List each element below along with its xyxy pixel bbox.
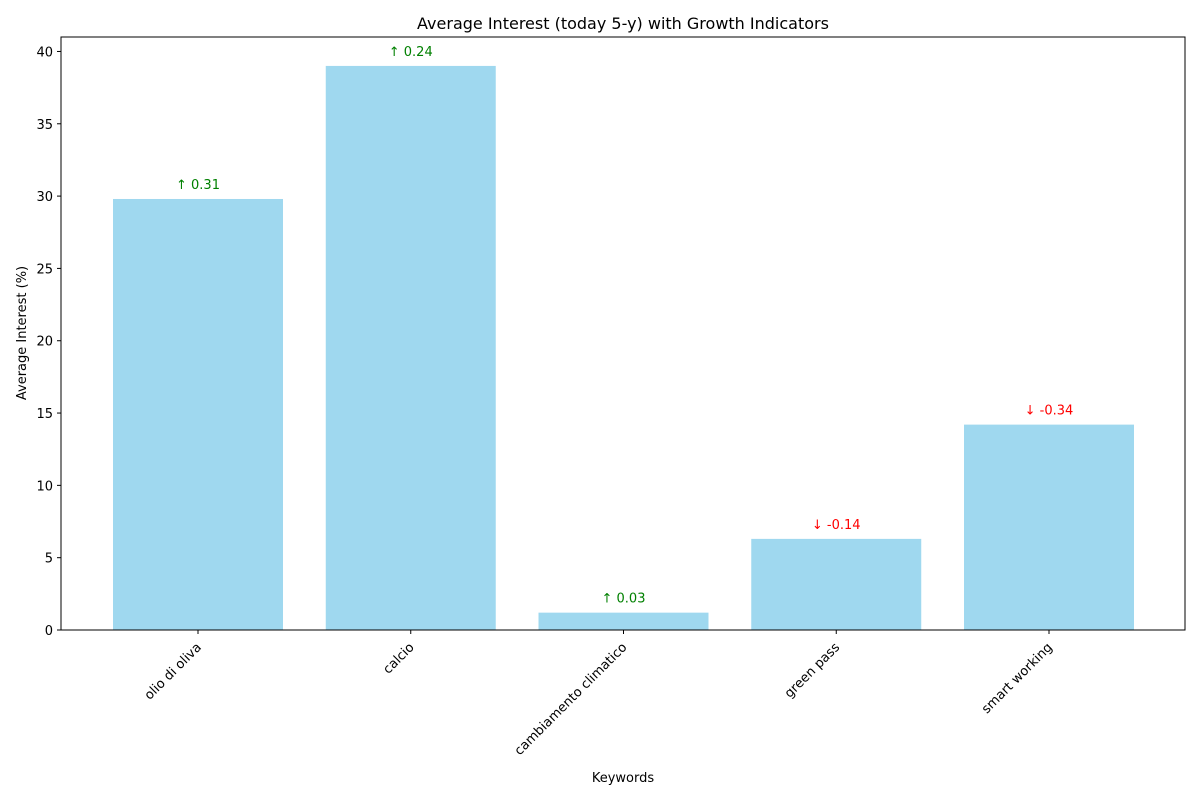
- x-tick-label: cambiamento climatico: [512, 640, 630, 758]
- y-tick-label: 15: [36, 407, 53, 422]
- chart-title: Average Interest (today 5-y) with Growth…: [417, 14, 829, 33]
- growth-label: ↓ -0.34: [1025, 404, 1074, 419]
- x-tick-label: olio di oliva: [142, 640, 205, 703]
- y-axis-ticks: 0 5 10 15 20 25 30 35 40: [36, 45, 61, 639]
- x-tick-label: smart working: [979, 640, 1056, 717]
- growth-label: ↓ -0.14: [812, 518, 861, 533]
- growth-annotations: ↑ 0.31 ↑ 0.24 ↑ 0.03 ↓ -0.14 ↓ -0.34: [176, 45, 1073, 607]
- y-axis-label: Average Interest (%): [15, 266, 30, 400]
- y-tick-label: 35: [36, 118, 53, 133]
- x-axis-ticks: olio di oliva calcio cambiamento climatico…: [142, 630, 1056, 759]
- x-axis-label: Keywords: [592, 771, 655, 786]
- y-tick-label: 10: [36, 479, 53, 494]
- bar: [751, 538, 922, 630]
- x-tick-label: green pass: [782, 640, 843, 701]
- bar: [538, 612, 709, 630]
- y-tick-label: 0: [45, 624, 53, 639]
- bar: [964, 424, 1134, 630]
- growth-label: ↑ 0.03: [602, 592, 646, 607]
- y-tick-label: 30: [36, 190, 53, 205]
- plot-frame: [60, 36, 1186, 631]
- growth-label: ↑ 0.31: [176, 178, 220, 193]
- y-tick-label: 20: [36, 335, 53, 350]
- y-tick-label: 40: [36, 45, 53, 60]
- growth-label: ↑ 0.24: [389, 45, 433, 60]
- y-tick-label: 25: [36, 262, 53, 277]
- y-tick-label: 5: [45, 552, 53, 567]
- bars-group: [113, 65, 1134, 631]
- bar: [113, 198, 283, 631]
- bar: [325, 65, 496, 631]
- x-tick-label: calcio: [380, 640, 417, 677]
